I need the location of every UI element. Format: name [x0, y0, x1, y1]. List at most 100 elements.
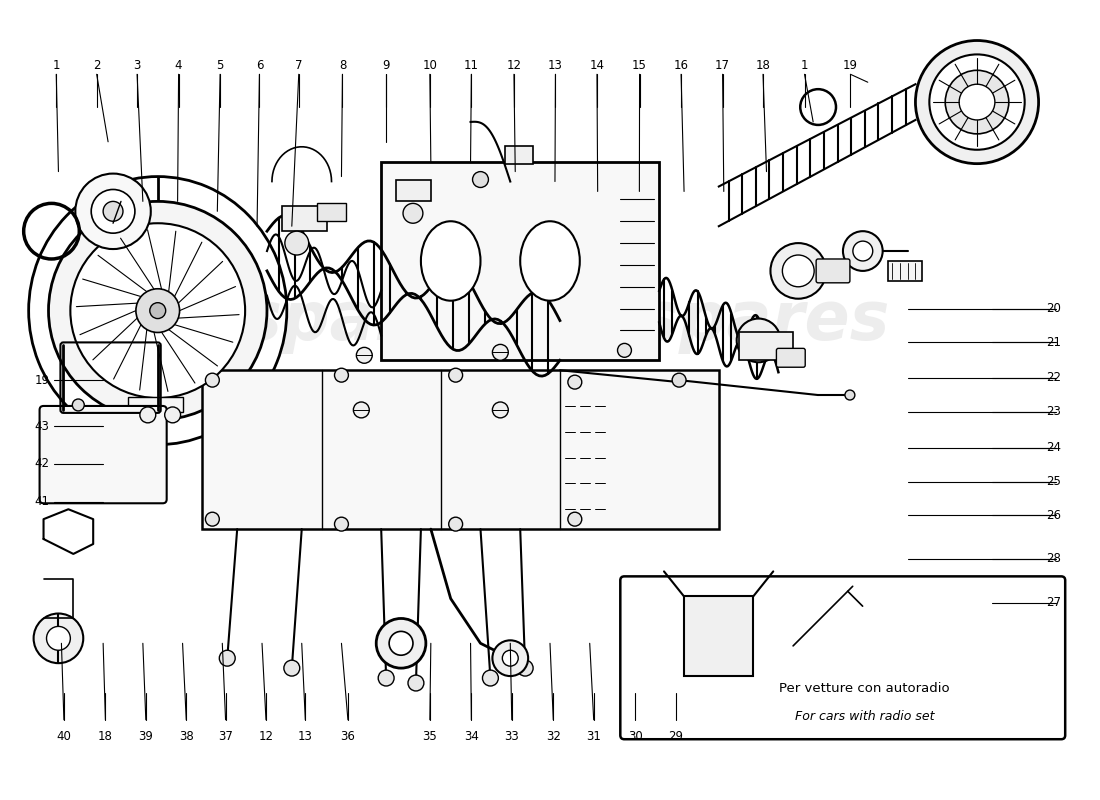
- Ellipse shape: [421, 222, 481, 301]
- Text: 3: 3: [133, 59, 141, 72]
- Text: 20: 20: [1046, 302, 1062, 315]
- Text: 24: 24: [1046, 441, 1062, 454]
- Text: 29: 29: [668, 730, 683, 742]
- Circle shape: [356, 347, 372, 363]
- Text: 30: 30: [628, 730, 642, 742]
- Circle shape: [284, 660, 299, 676]
- Text: 34: 34: [464, 730, 478, 742]
- Circle shape: [150, 302, 166, 318]
- Text: Per vetture con autoradio: Per vetture con autoradio: [779, 682, 950, 695]
- Circle shape: [206, 512, 219, 526]
- Circle shape: [70, 223, 245, 398]
- Bar: [396, 179, 431, 202]
- Circle shape: [473, 171, 488, 187]
- Text: 26: 26: [1046, 509, 1062, 522]
- Text: 5: 5: [217, 59, 223, 72]
- Circle shape: [136, 289, 179, 333]
- Circle shape: [46, 626, 70, 650]
- Text: 37: 37: [218, 730, 233, 742]
- Text: 38: 38: [179, 730, 194, 742]
- Circle shape: [376, 618, 426, 668]
- Text: 9: 9: [383, 59, 389, 72]
- Text: 4: 4: [175, 59, 183, 72]
- Text: 12: 12: [258, 730, 274, 742]
- Circle shape: [517, 660, 534, 676]
- Text: 22: 22: [1046, 371, 1062, 384]
- Text: 40: 40: [56, 730, 72, 742]
- Circle shape: [493, 640, 528, 676]
- Text: For cars with radio set: For cars with radio set: [795, 710, 934, 723]
- Bar: [888, 261, 923, 281]
- Text: 36: 36: [341, 730, 355, 742]
- Text: 33: 33: [505, 730, 519, 742]
- Circle shape: [403, 203, 422, 223]
- Circle shape: [165, 407, 180, 423]
- Text: 7: 7: [295, 59, 302, 72]
- Circle shape: [845, 390, 855, 400]
- Circle shape: [843, 231, 882, 271]
- Circle shape: [449, 368, 463, 382]
- Bar: [382, 162, 659, 360]
- Bar: [128, 397, 183, 412]
- Circle shape: [334, 517, 349, 531]
- Text: 31: 31: [586, 730, 601, 742]
- Text: 1: 1: [53, 59, 60, 72]
- Text: 13: 13: [298, 730, 312, 742]
- Bar: [282, 206, 327, 231]
- Text: 11: 11: [464, 59, 478, 72]
- Circle shape: [945, 70, 1009, 134]
- Circle shape: [493, 344, 508, 360]
- Circle shape: [617, 343, 631, 358]
- FancyBboxPatch shape: [816, 259, 850, 283]
- Text: 1: 1: [801, 59, 808, 72]
- Circle shape: [378, 670, 394, 686]
- Circle shape: [334, 368, 349, 382]
- Text: 19: 19: [843, 59, 858, 72]
- Circle shape: [34, 614, 84, 663]
- Circle shape: [568, 375, 582, 389]
- Text: 27: 27: [1046, 596, 1062, 609]
- Text: 41: 41: [34, 495, 50, 508]
- Circle shape: [408, 675, 424, 691]
- Text: 19: 19: [34, 374, 50, 386]
- Circle shape: [449, 517, 463, 531]
- Circle shape: [483, 670, 498, 686]
- Circle shape: [206, 373, 219, 387]
- Bar: [202, 370, 718, 529]
- Text: 17: 17: [715, 59, 730, 72]
- Circle shape: [852, 241, 872, 261]
- Text: 18: 18: [98, 730, 113, 742]
- Text: 35: 35: [422, 730, 437, 742]
- Bar: [505, 146, 534, 164]
- Text: 18: 18: [756, 59, 770, 72]
- Circle shape: [568, 512, 582, 526]
- Text: eurospares: eurospares: [72, 287, 493, 354]
- Text: 13: 13: [548, 59, 563, 72]
- Circle shape: [959, 84, 994, 120]
- Circle shape: [91, 190, 135, 233]
- Text: eurospares: eurospares: [469, 287, 890, 354]
- FancyBboxPatch shape: [40, 406, 167, 503]
- Ellipse shape: [520, 222, 580, 301]
- Circle shape: [672, 373, 686, 387]
- Text: 43: 43: [34, 420, 50, 433]
- Text: 6: 6: [255, 59, 263, 72]
- Circle shape: [930, 54, 1025, 150]
- Text: 32: 32: [546, 730, 561, 742]
- Bar: [739, 333, 793, 360]
- Circle shape: [503, 650, 518, 666]
- Text: 2: 2: [92, 59, 100, 72]
- Circle shape: [219, 650, 235, 666]
- Text: 16: 16: [673, 59, 689, 72]
- Text: 28: 28: [1046, 552, 1062, 566]
- Circle shape: [103, 202, 123, 222]
- FancyBboxPatch shape: [620, 576, 1065, 739]
- Text: 15: 15: [632, 59, 647, 72]
- Text: 25: 25: [1046, 475, 1062, 488]
- Circle shape: [75, 174, 151, 249]
- Circle shape: [73, 399, 85, 411]
- Text: 10: 10: [422, 59, 438, 72]
- Text: 14: 14: [590, 59, 605, 72]
- Text: 12: 12: [506, 59, 521, 72]
- Text: 23: 23: [1046, 406, 1062, 418]
